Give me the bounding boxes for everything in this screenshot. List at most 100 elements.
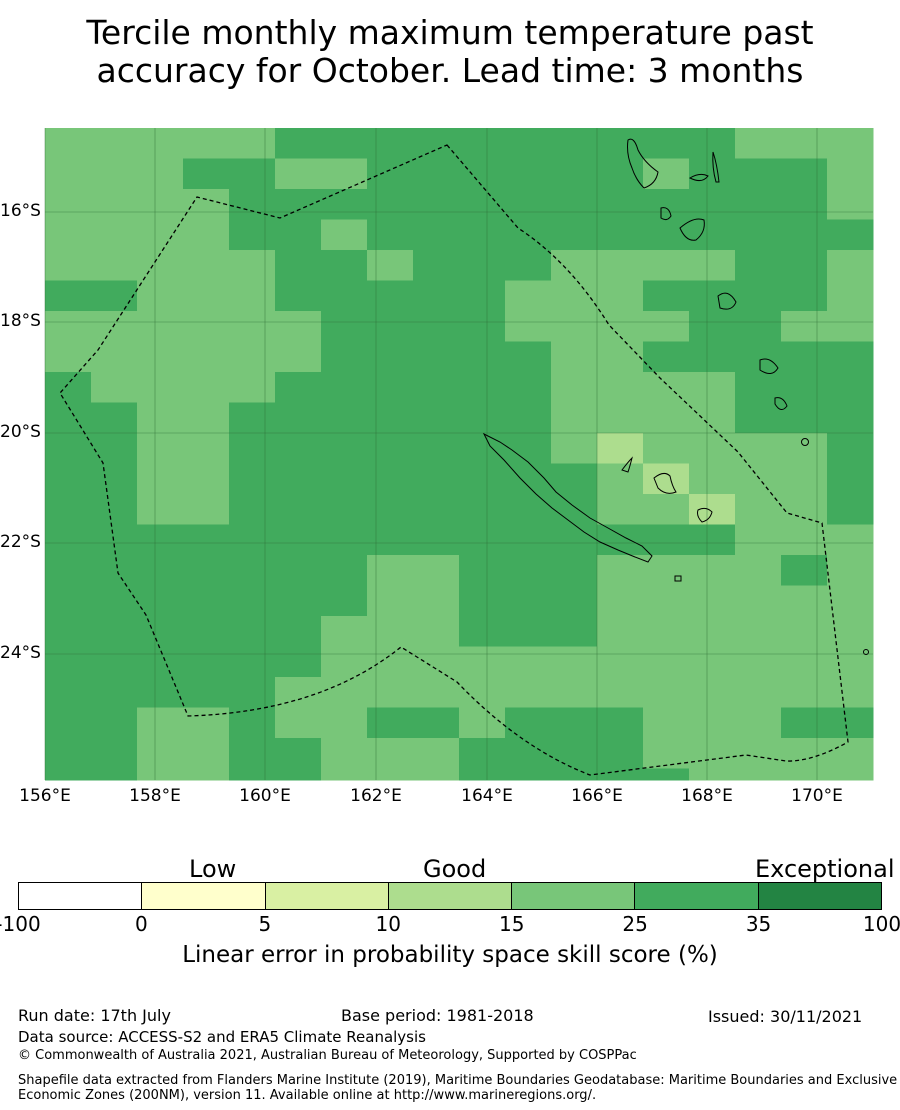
map-title: Tercile monthly maximum temperature past…: [0, 14, 900, 90]
skill-cell: [459, 128, 506, 159]
skill-cell: [45, 463, 92, 495]
skill-cell: [597, 372, 644, 403]
skill-cell: [275, 372, 322, 403]
skill-cell: [643, 280, 690, 312]
skill-cell: [689, 738, 736, 769]
skill-cell: [551, 189, 598, 220]
skill-cell: [459, 616, 506, 647]
skill-cell: [597, 189, 644, 220]
skill-cell: [781, 494, 828, 525]
map-title-line-1: Tercile monthly maximum temperature past: [86, 13, 814, 52]
skill-cell: [735, 707, 782, 739]
skill-cell: [689, 463, 736, 495]
skill-cell: [459, 402, 506, 434]
skill-cell: [229, 585, 276, 617]
skill-cell: [45, 311, 92, 342]
skill-cell: [183, 585, 230, 617]
skill-cell: [229, 158, 276, 190]
skill-cell: [367, 280, 414, 312]
legend-swatch: [388, 883, 513, 909]
skill-cell: [689, 189, 736, 220]
skill-cell: [551, 707, 598, 739]
skill-cell: [827, 677, 874, 708]
skill-cell: [367, 707, 414, 739]
skill-cell: [275, 402, 322, 434]
skill-cell: [459, 585, 506, 617]
skill-cell: [827, 189, 874, 220]
skill-cell: [735, 768, 782, 781]
skill-cell: [321, 189, 368, 220]
vanuatu-island-efate: [679, 218, 705, 241]
skill-cell: [183, 707, 230, 739]
small-island: [801, 438, 809, 446]
skill-cell: [229, 738, 276, 769]
skill-cell: [367, 646, 414, 678]
skill-cell: [643, 768, 690, 781]
skill-cell: [459, 433, 506, 464]
skill-cell: [597, 433, 644, 464]
skill-cell: [689, 768, 736, 781]
skill-cell: [643, 402, 690, 434]
skill-cell: [505, 768, 552, 781]
skill-cell: [735, 158, 782, 190]
skill-cell: [735, 585, 782, 617]
skill-cell: [91, 250, 138, 281]
skill-cell: [689, 494, 736, 525]
skill-cell: [597, 402, 644, 434]
base-period: Base period: 1981-2018: [341, 1006, 534, 1025]
skill-cell: [689, 280, 736, 312]
skill-cell: [183, 372, 230, 403]
skill-cell: [91, 341, 138, 373]
skill-cell: [781, 677, 828, 708]
lon-label: 170°E: [791, 786, 843, 806]
lat-label: 22°S: [0, 532, 41, 552]
skill-cell: [735, 524, 782, 556]
skill-cell: [689, 402, 736, 434]
skill-cell: [505, 280, 552, 312]
skill-cell: [597, 646, 644, 678]
lon-label: 156°E: [19, 786, 71, 806]
skill-cell: [321, 280, 368, 312]
vanuatu-island-erromango: [717, 292, 737, 310]
skill-cell: [183, 402, 230, 434]
skill-cell: [137, 280, 184, 312]
legend-label: Linear error in probability space skill …: [182, 942, 718, 968]
skill-cell: [321, 463, 368, 495]
skill-cell: [45, 372, 92, 403]
skill-cell: [45, 128, 92, 159]
skill-cell: [91, 768, 138, 781]
skill-cell: [413, 524, 460, 556]
skill-cell: [643, 677, 690, 708]
skill-cell: [643, 738, 690, 769]
skill-cell: [781, 646, 828, 678]
skill-cell: [275, 707, 322, 739]
skill-cell: [275, 219, 322, 251]
skill-cell: [91, 219, 138, 251]
skill-cell: [183, 433, 230, 464]
skill-cell: [781, 311, 828, 342]
skill-cell: [413, 677, 460, 708]
skill-cell: [45, 341, 92, 373]
skill-cell: [413, 372, 460, 403]
skill-cell: [45, 280, 92, 312]
skill-cell: [551, 402, 598, 434]
skill-cell: [413, 768, 460, 781]
skill-cell: [229, 311, 276, 342]
skill-cell: [321, 372, 368, 403]
skill-cell: [781, 707, 828, 739]
skill-cell: [459, 677, 506, 708]
skill-cell: [735, 738, 782, 769]
skill-cell: [505, 707, 552, 739]
skill-cell: [781, 585, 828, 617]
skill-cell: [781, 341, 828, 373]
skill-cell: [735, 402, 782, 434]
skill-cell: [367, 128, 414, 159]
skill-cell: [597, 707, 644, 739]
skill-cell: [321, 494, 368, 525]
skill-cell: [229, 646, 276, 678]
legend-swatch: [758, 883, 881, 909]
lat-label: 24°S: [0, 643, 41, 663]
skill-cell: [367, 219, 414, 251]
skill-cell: [551, 250, 598, 281]
